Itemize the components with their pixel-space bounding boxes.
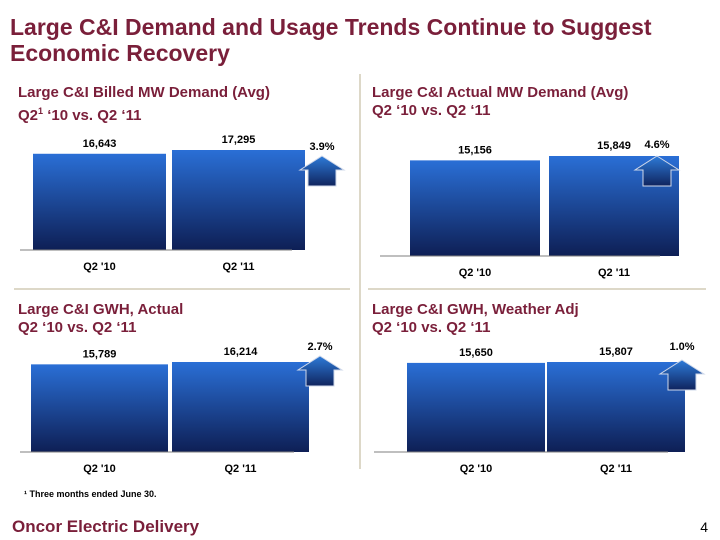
chart-gwh-weather-adj: 15,650 Q2 '10 15,807 Q2 '11 1.0% bbox=[374, 341, 706, 475]
category-label-1: Q2 '11 bbox=[600, 463, 632, 475]
chart-billed-demand: 16,643 Q2 '10 17,295 Q2 '11 3.9% bbox=[20, 134, 346, 273]
category-label-0: Q2 '10 bbox=[83, 261, 116, 273]
chart-actual-demand: 15,156 Q2 '10 15,849 Q2 '11 4.6% bbox=[380, 139, 681, 279]
change-percent-label: 1.0% bbox=[669, 341, 694, 353]
data-label-0: 15,789 bbox=[83, 348, 117, 360]
chart-title-actual-demand: Large C&I Actual MW Demand (Avg) Q2 ‘10 … bbox=[372, 84, 628, 120]
bar-0 bbox=[410, 160, 540, 256]
data-label-1: 15,807 bbox=[599, 346, 633, 358]
bar-0 bbox=[33, 153, 166, 250]
horizontal-divider-left bbox=[14, 288, 350, 290]
chart-title-line1: Large C&I Billed MW Demand (Avg) bbox=[18, 84, 270, 101]
bar-0 bbox=[31, 364, 168, 452]
chart-title-line2: Q2 ‘10 vs. Q2 ‘11 bbox=[372, 319, 491, 336]
horizontal-divider-right bbox=[368, 288, 706, 290]
category-label-0: Q2 '10 bbox=[83, 463, 116, 475]
up-arrow-icon bbox=[296, 355, 344, 387]
chart-title-billed-demand: Large C&I Billed MW Demand (Avg) Q21 ‘10… bbox=[18, 84, 270, 125]
data-label-0: 16,643 bbox=[83, 138, 117, 150]
page-title: Large C&I Demand and Usage Trends Contin… bbox=[10, 14, 652, 66]
up-arrow-icon bbox=[633, 155, 681, 187]
up-arrow-icon bbox=[298, 155, 346, 187]
data-label-1: 15,849 bbox=[597, 140, 631, 152]
chart-title-line2: Q2 ‘10 vs. Q2 ‘11 bbox=[18, 319, 137, 336]
category-label-0: Q2 '10 bbox=[459, 267, 492, 279]
company-name: Oncor Electric Delivery bbox=[12, 517, 200, 536]
data-label-1: 16,214 bbox=[224, 346, 259, 358]
chart-gwh-actual: 15,789 Q2 '10 16,214 Q2 '11 2.7% bbox=[20, 341, 344, 475]
up-arrow-icon bbox=[658, 359, 706, 391]
page-number: 4 bbox=[700, 519, 708, 535]
data-label-1: 17,295 bbox=[222, 134, 256, 146]
bar-0 bbox=[407, 362, 545, 452]
data-label-0: 15,156 bbox=[458, 144, 492, 156]
chart-title-line2: Q21 ‘10 vs. Q2 ‘11 bbox=[18, 106, 142, 124]
bar-1 bbox=[547, 362, 685, 452]
change-percent-label: 2.7% bbox=[307, 341, 332, 353]
chart-title-gwh-actual: Large C&I GWH, Actual Q2 ‘10 vs. Q2 ‘11 bbox=[18, 301, 183, 337]
change-percent-label: 4.6% bbox=[644, 139, 669, 151]
bar-1 bbox=[172, 362, 309, 452]
category-label-0: Q2 '10 bbox=[460, 463, 493, 475]
footnote: ¹ Three months ended June 30. bbox=[24, 489, 157, 499]
data-label-0: 15,650 bbox=[459, 347, 493, 359]
chart-title-line1: Large C&I GWH, Actual bbox=[18, 301, 184, 318]
category-label-1: Q2 '11 bbox=[598, 267, 630, 279]
category-label-1: Q2 '11 bbox=[225, 463, 257, 475]
chart-title-gwh-weather-adj: Large C&I GWH, Weather Adj Q2 ‘10 vs. Q2… bbox=[372, 301, 579, 337]
vertical-divider bbox=[359, 74, 361, 469]
chart-title-line2: Q2 ‘10 vs. Q2 ‘11 bbox=[372, 102, 491, 119]
bar-1 bbox=[172, 150, 305, 250]
chart-title-line1: Large C&I Actual MW Demand (Avg) bbox=[372, 84, 629, 101]
category-label-1: Q2 '11 bbox=[223, 261, 255, 273]
chart-title-line1: Large C&I GWH, Weather Adj bbox=[372, 301, 579, 318]
change-percent-label: 3.9% bbox=[309, 141, 334, 153]
